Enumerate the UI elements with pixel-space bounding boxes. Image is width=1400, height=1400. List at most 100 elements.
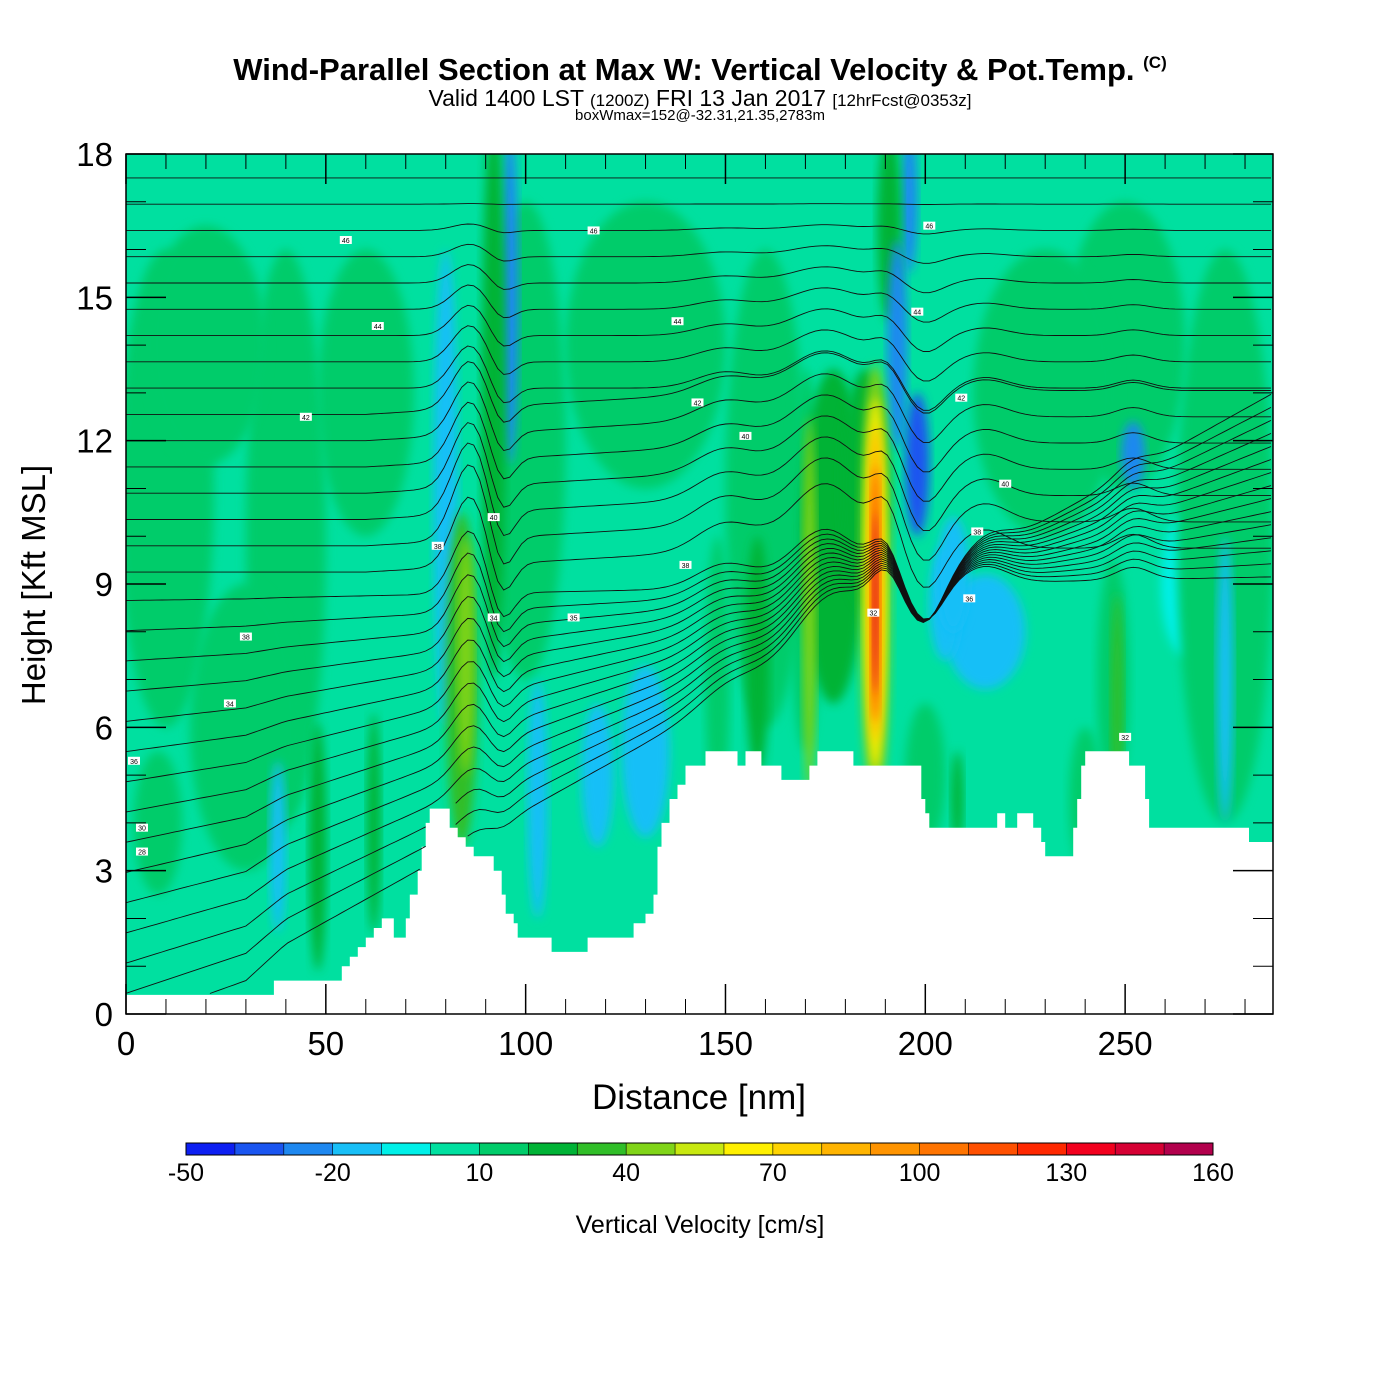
theta-label-text: 40 (742, 434, 750, 441)
colorbar-swatch (528, 1143, 578, 1155)
theta-contour (126, 528, 1272, 620)
theta-contour (126, 419, 1272, 964)
y-axis-label: Height [Kft MSL] (15, 465, 52, 705)
theta-contour (126, 538, 1272, 662)
theta-contour-label: 32 (867, 608, 880, 618)
theta-contour-label: 30 (135, 823, 148, 833)
theta-contour-label: 36 (127, 756, 140, 766)
velocity-cell (269, 760, 286, 933)
velocity-cell (317, 249, 414, 537)
theta-label-text: 40 (1001, 482, 1009, 489)
theta-label-text: 44 (913, 310, 921, 317)
theta-contour (126, 345, 1271, 411)
theta-label-bg (671, 317, 684, 326)
theta-contour (126, 407, 1272, 994)
theta-contour-label: 38 (679, 560, 692, 570)
theta-label-bg (135, 823, 148, 832)
theta-label-bg (431, 541, 444, 550)
theta-contour-label: 34 (223, 699, 236, 708)
theta-label-bg (567, 613, 580, 622)
y-tick-label: 3 (95, 853, 113, 890)
theta-label-bg (587, 226, 600, 235)
theta-contour-label: 40 (487, 513, 500, 522)
theta-contour-label: 34 (487, 613, 500, 622)
theta-label-bg (691, 398, 704, 407)
velocity-cell (951, 751, 964, 847)
velocity-cell (481, 154, 506, 680)
theta-contour-label: 38 (431, 541, 444, 551)
colorbar-tick-label: 10 (466, 1159, 494, 1187)
theta-label-text: 30 (138, 826, 146, 833)
theta-contour (126, 459, 1272, 873)
theta-contours (126, 177, 1272, 994)
velocity-cell (133, 751, 182, 895)
theta-contour-label: 44 (671, 317, 684, 326)
theta-contour (126, 304, 1271, 352)
velocity-cell (973, 249, 1118, 537)
theta-contour (126, 325, 1271, 382)
theta-label-text: 40 (490, 515, 498, 522)
velocity-cell (905, 392, 930, 537)
theta-label-bg (487, 613, 500, 622)
theta-contour-label: 46 (923, 221, 936, 231)
theta-label-text: 42 (694, 400, 702, 407)
colorbar-swatch (479, 1143, 529, 1155)
theta-label-text: 42 (302, 415, 310, 422)
theta-label-bg (135, 847, 148, 856)
colorbar-swatch (186, 1143, 236, 1155)
chart-box-info: boxWmax=152@-32.31,21.35,2783m (575, 107, 825, 124)
colorbar-swatch (870, 1143, 921, 1155)
velocity-cell (527, 679, 548, 919)
theta-contour-label: 42 (299, 412, 312, 422)
theta-label-bg (339, 236, 352, 244)
theta-contour-label: 38 (971, 527, 984, 536)
colorbar-swatch (675, 1143, 725, 1155)
theta-label-bg (971, 527, 984, 536)
theta-label-bg (223, 699, 236, 708)
theta-contour (126, 524, 1272, 722)
theta-label-text: 32 (869, 611, 877, 618)
theta-contour (126, 446, 1272, 904)
theta-contour (126, 203, 1271, 205)
theta-label-text: 35 (570, 615, 578, 622)
theta-label-text: 28 (138, 850, 146, 857)
y-tick-label: 9 (95, 566, 113, 603)
theta-contour (126, 415, 1271, 508)
colorbar-swatch (332, 1143, 383, 1155)
colorbar-swatch (772, 1143, 823, 1155)
colorbar-tick-label: 40 (612, 1159, 640, 1187)
theta-label-text: 38 (434, 544, 442, 551)
x-tick-label: 150 (698, 1025, 753, 1062)
velocity-cell (802, 416, 817, 799)
velocity-cell (1217, 536, 1234, 823)
theta-label-text: 38 (973, 529, 981, 536)
velocity-cell (309, 722, 327, 971)
colorbar: -50 -20 10 40 70 100 130 160 (168, 1142, 1234, 1187)
velocity-cell (745, 536, 770, 776)
colorbar-tick-label: 160 (1192, 1159, 1234, 1187)
theta-contour (126, 498, 1272, 783)
velocity-cell (887, 240, 908, 451)
colorbar-swatch (1164, 1143, 1214, 1155)
theta-contour-label: 40 (999, 479, 1012, 489)
theta-label-text: 34 (490, 615, 498, 622)
colorbar-label: Vertical Velocity [cm/s] (576, 1211, 825, 1239)
x-axis-label: Distance [nm] (592, 1078, 806, 1117)
theta-label-text: 46 (925, 224, 933, 231)
colorbar-swatch (821, 1143, 872, 1155)
colorbar-tick-label: 70 (759, 1159, 787, 1187)
theta-contour (126, 537, 1272, 692)
theta-label-bg (911, 307, 924, 316)
theta-label-bg (955, 393, 968, 402)
colorbar-tick-label: -20 (315, 1159, 351, 1187)
theta-contour-label: 44 (371, 322, 384, 331)
theta-contour-labels: 46 46 46 44 44 44 42 42 42 40 40 40 38 38 38 34 35 36 38 34… (127, 221, 1132, 857)
colorbar-tick-label: -50 (168, 1159, 204, 1187)
colorbar-swatch (577, 1143, 627, 1155)
y-tick-label: 18 (76, 136, 113, 173)
theta-label-text: 46 (342, 238, 350, 245)
colorbar-swatch (1066, 1143, 1116, 1155)
theta-label-bg (867, 608, 880, 617)
theta-label-text: 36 (130, 759, 138, 766)
